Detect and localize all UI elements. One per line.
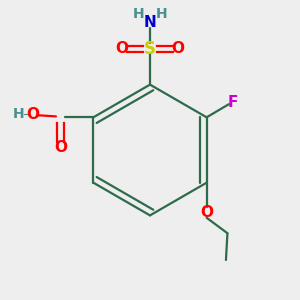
Text: H: H — [13, 107, 25, 121]
Text: H: H — [156, 7, 168, 21]
Text: S: S — [144, 40, 156, 58]
Text: H: H — [132, 7, 144, 21]
Text: O: O — [172, 41, 185, 56]
Text: F: F — [227, 95, 238, 110]
Text: O: O — [115, 41, 128, 56]
Text: O: O — [200, 205, 213, 220]
Text: O: O — [26, 107, 39, 122]
Text: N: N — [144, 15, 156, 30]
Text: O: O — [54, 140, 67, 154]
